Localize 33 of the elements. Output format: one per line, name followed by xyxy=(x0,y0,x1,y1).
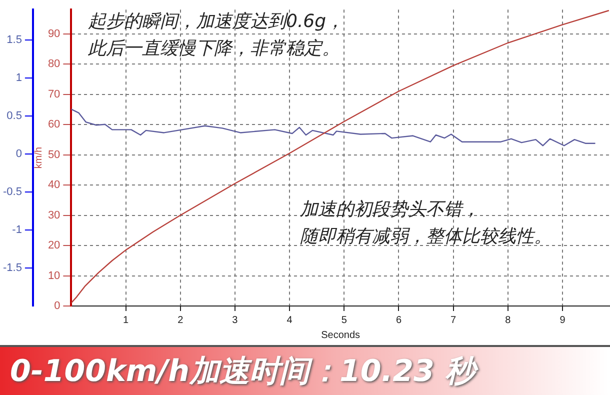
x-tick-label: 2 xyxy=(178,314,184,326)
y-tick-label: 50 xyxy=(48,148,60,161)
annotation: 此后一直缓慢下降，非常稳定。 xyxy=(88,37,340,61)
y-tick-label: 90 xyxy=(48,28,60,40)
text: 0-100km/h加速时间：10.23 秒 xyxy=(0,345,610,395)
x-tick-label: 1 xyxy=(123,314,129,326)
x-tick-label: 8 xyxy=(505,314,512,326)
y-tick-label: 40 xyxy=(48,179,60,192)
y2-tick-label: -1 xyxy=(12,224,22,236)
x-tick-label: 3 xyxy=(232,314,238,326)
annotation: 起步的瞬间，加速度达到0.6g， xyxy=(88,10,344,34)
y2-tick-label: 1 xyxy=(16,72,22,84)
y-tick-label: 10 xyxy=(48,270,60,282)
annotation: 随即稍有减弱，整体比较线性。 xyxy=(300,225,552,249)
y-tick-label: 60 xyxy=(48,118,60,131)
y-tick-label: 30 xyxy=(48,209,60,222)
y-tick-label: 80 xyxy=(48,58,60,70)
x-tick-label: 7 xyxy=(450,314,457,326)
x-tick-label: 4 xyxy=(286,314,293,326)
y2-tick-label: 0 xyxy=(16,148,22,160)
y2-tick-label: -0.5 xyxy=(2,186,22,198)
y-axis-title: km/h xyxy=(34,146,45,169)
x-tick-label: 5 xyxy=(341,314,348,326)
y-tick-label: 20 xyxy=(48,240,60,252)
y2-tick-label: 1.5 xyxy=(6,34,22,46)
x-axis-title: Seconds xyxy=(321,330,360,341)
x-tick-label: 9 xyxy=(560,314,566,326)
x-tick-label: 6 xyxy=(396,314,402,326)
y2-tick-label: -1.5 xyxy=(2,262,22,274)
annotation: 加速的初段势头不错， xyxy=(300,198,480,222)
y-tick-label: 70 xyxy=(48,88,60,100)
y2-tick-label: 0.5 xyxy=(6,110,22,122)
y-tick-label: 0 xyxy=(54,300,60,312)
